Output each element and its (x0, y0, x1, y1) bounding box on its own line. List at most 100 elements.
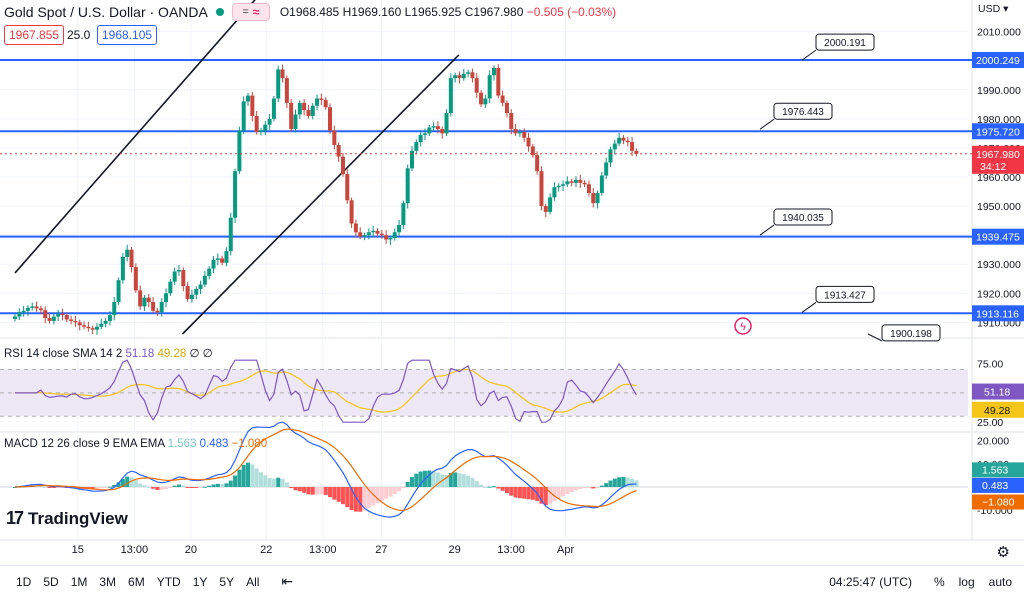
candle-body (539, 171, 544, 207)
candle-body (202, 275, 207, 285)
candle-body (548, 197, 553, 212)
timeframe-1m[interactable]: 1M (70, 574, 88, 589)
equal-icon: = (242, 6, 249, 18)
candle-body (284, 78, 289, 103)
candle-body (595, 192, 600, 204)
candle-body (129, 249, 134, 268)
macd-signal-tag-label: −1.080 (982, 497, 1015, 509)
currency-label: USD ▾ (978, 3, 1009, 15)
macd-histogram-bar (401, 487, 406, 488)
candle-body (116, 280, 121, 303)
level-price-tag (972, 123, 1024, 140)
candle-body (630, 142, 635, 151)
timeframe-5d[interactable]: 5D (43, 574, 59, 589)
macd-histogram-bar (582, 487, 587, 489)
timeframe-1y[interactable]: 1Y (192, 574, 208, 589)
settings-gear-icon[interactable]: ⚙ (996, 544, 1010, 561)
candle-body (73, 320, 78, 323)
candle-body (103, 320, 108, 324)
indicator-toggle-pill[interactable]: = ≈ (231, 3, 270, 21)
chart-canvas[interactable]: USD ▾1910.0001920.0001930.0001940.000195… (0, 0, 1024, 565)
macd-histogram-bar (185, 487, 190, 488)
time-tick-label: 27 (375, 544, 387, 556)
candle-body (302, 102, 307, 111)
ask-button[interactable]: 1968.105 (97, 25, 158, 45)
candle-body (233, 171, 238, 218)
candle-body (159, 302, 164, 313)
macd-histogram-bar (233, 475, 238, 487)
macd-histogram-bar (289, 487, 294, 488)
candle-body (198, 284, 203, 289)
candle-body (422, 133, 427, 135)
macd-histogram-bar (556, 487, 561, 499)
price-callout-label: 1940.035 (782, 213, 824, 224)
candle-body (440, 129, 445, 134)
macd-histogram-bar (241, 464, 246, 487)
macd-histogram-bar (625, 477, 630, 487)
macd-histogram-bar (435, 472, 440, 487)
bid-button[interactable]: 1967.855 (4, 25, 65, 45)
candle-body (43, 310, 48, 319)
macd-histogram-bar (349, 487, 354, 511)
rsi-legend[interactable]: RSI 14 close SMA 14 2 51.18 49.28 ∅ ∅ (4, 346, 213, 360)
macd-histogram-bar (565, 487, 570, 494)
auto-toggle[interactable]: auto (988, 575, 1012, 589)
utc-clock[interactable]: 04:25:47 (UTC) (829, 575, 912, 589)
date-range-icon[interactable]: ⇤ (281, 573, 294, 589)
macd-hist-value: 1.563 (167, 438, 197, 450)
candle-body (500, 95, 505, 103)
timeframe-1d[interactable]: 1D (16, 574, 32, 589)
candle-body (112, 302, 117, 316)
timeframe-ytd[interactable]: YTD (156, 574, 181, 589)
candle-body (591, 192, 596, 204)
candle-body (530, 146, 535, 156)
wave-icon: ≈ (252, 5, 260, 19)
macd-histogram-bar (159, 487, 164, 490)
rsi-axis-label: 25.00 (977, 417, 1003, 429)
macd-histogram-bar (340, 487, 345, 505)
level-price-tag (972, 51, 1024, 68)
macd-histogram-bar (90, 487, 95, 490)
candle-body (21, 310, 26, 313)
candle-body (397, 224, 402, 233)
timeframe-all[interactable]: All (246, 574, 260, 589)
timeframe-3m[interactable]: 3M (99, 574, 117, 589)
callout-leader (759, 118, 775, 130)
candle-body (349, 200, 354, 224)
candle-body (535, 155, 540, 172)
macd-histogram-bar (246, 462, 251, 487)
macd-legend[interactable]: MACD 12 26 close 9 EMA EMA 1.563 0.483 −… (4, 438, 267, 450)
candle-body (448, 78, 453, 114)
macd-histogram-bar (319, 487, 324, 495)
macd-histogram-bar (125, 476, 130, 487)
timeframe-6m[interactable]: 6M (128, 574, 145, 589)
candle-body (444, 113, 449, 134)
symbol-title[interactable]: Gold Spot / U.S. Dollar · OANDA (4, 4, 208, 20)
candle-body (133, 267, 138, 291)
price-callout-label: 2000.191 (824, 38, 866, 49)
candle-body (565, 181, 570, 185)
candle-body (120, 256, 125, 281)
log-toggle[interactable]: log (958, 575, 975, 589)
candle-body (168, 281, 173, 294)
candle-body (483, 98, 488, 105)
macd-histogram-bar (414, 473, 419, 487)
percent-toggle[interactable]: % (933, 575, 945, 589)
timeframe-5y[interactable]: 5Y (219, 574, 235, 589)
ohlc-values: O1968.485 H1969.160 L1965.925 C1967.980 … (280, 5, 616, 19)
candle-body (60, 313, 65, 316)
macd-histogram-bar (73, 487, 78, 489)
candle-body (410, 150, 415, 169)
macd-histogram-bar (375, 487, 380, 504)
spread-value: 25.0 (67, 28, 91, 42)
market-status-dot (215, 8, 224, 16)
candle-body (340, 156, 345, 175)
rsi-extra-value: ∅ ∅ (189, 348, 213, 360)
macd-histogram-bar (228, 480, 233, 487)
candle-body (358, 232, 363, 237)
macd-histogram-bar (129, 477, 134, 487)
macd-histogram-bar (522, 487, 527, 499)
tradingview-logo[interactable]: 17 TradingView (6, 508, 128, 529)
bottom-right-controls: 04:25:47 (UTC) % log auto (829, 566, 1012, 597)
candle-body (418, 134, 423, 143)
